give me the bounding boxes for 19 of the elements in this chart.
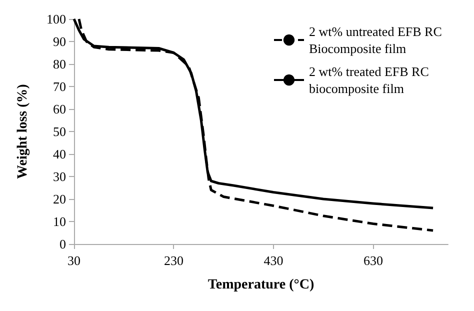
legend-label: 2 wt% treated EFB RC biocomposite film xyxy=(309,64,432,96)
x-tick-label: 430 xyxy=(264,253,284,268)
y-tick-label: 0 xyxy=(60,236,66,252)
x-tick-label: 230 xyxy=(164,253,184,268)
x-axis-title: Temperature (°C) xyxy=(208,278,314,292)
x-tick-label: 630 xyxy=(363,253,383,268)
y-tick-label: 50 xyxy=(53,124,66,139)
y-tick-label: 60 xyxy=(53,102,66,116)
y-tick-label: 20 xyxy=(53,192,66,206)
y-tick-label: 40 xyxy=(53,146,66,162)
legend-label: 2 wt% untreated EFB RC Biocomposite film xyxy=(309,24,446,56)
y-tick-label: 70 xyxy=(53,79,66,94)
y-tick-label: 90 xyxy=(53,34,66,49)
x-tick-label: 30 xyxy=(68,253,80,268)
y-tick-label: 80 xyxy=(53,56,66,72)
y-tick-label: 10 xyxy=(53,214,66,229)
y-axis-title: Weight loss (%) xyxy=(16,84,30,179)
y-tick-label: 100 xyxy=(46,12,66,26)
y-tick-label: 30 xyxy=(53,169,66,184)
